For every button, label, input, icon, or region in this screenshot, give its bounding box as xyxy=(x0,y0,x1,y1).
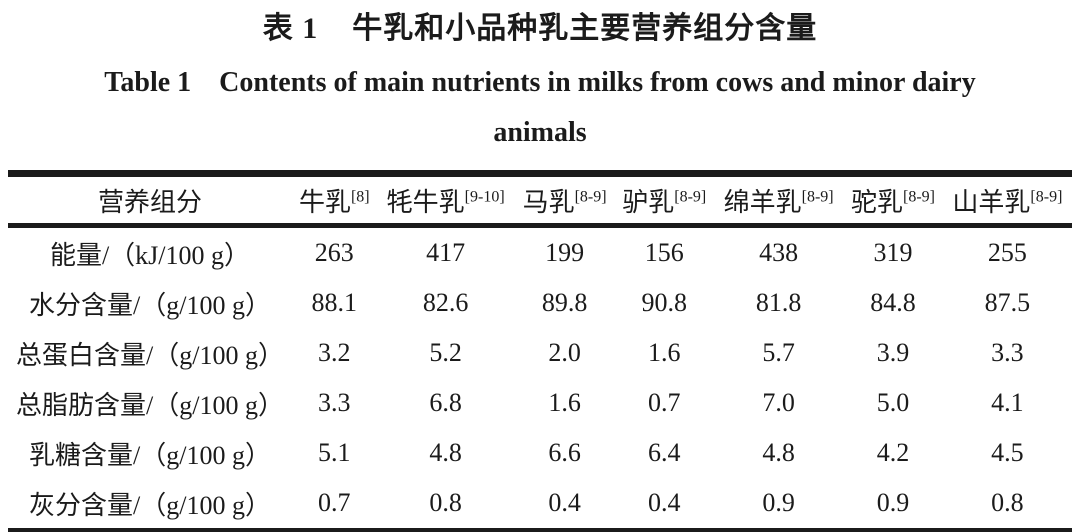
table-cell: 3.3 xyxy=(318,388,351,417)
row-label: 水分含量/（g/100 g） xyxy=(29,290,271,320)
table-cell: 6.8 xyxy=(429,388,462,417)
table-cell: 4.5 xyxy=(991,438,1024,467)
table-row: 乳糖含量/（g/100 g） 5.1 4.8 6.6 6.4 4.8 4.2 4.5 xyxy=(8,428,1072,478)
table-row: 能量/（kJ/100 g） 263 417 199 156 438 319 255 xyxy=(8,226,1072,279)
table-cell: 87.5 xyxy=(984,288,1031,317)
nutrients-table: 营养组分 牛乳[8] 牦牛乳[9-10] 马乳[8-9] 驴乳[8-9] 绵羊乳[8-9]… xyxy=(8,170,1072,532)
table-cell: 3.9 xyxy=(876,338,910,367)
table-cell: 4.2 xyxy=(876,438,910,467)
table-cell: 417 xyxy=(426,238,466,267)
citation-ref: [8-9] xyxy=(801,187,834,205)
table-header: 营养组分 牛乳[8] 牦牛乳[9-10] 马乳[8-9] 驴乳[8-9] 绵羊乳[8-9]… xyxy=(8,173,1072,228)
citation-ref: [8-9] xyxy=(574,187,607,205)
column-header-6: 驼乳[8-9] xyxy=(843,173,943,228)
table-cell: 5.7 xyxy=(762,338,795,367)
row-label: 能量/（kJ/100 g） xyxy=(49,240,251,270)
column-header-label: 驼乳 xyxy=(850,187,903,217)
column-header-4: 驴乳[8-9] xyxy=(614,173,715,228)
row-label: 总脂肪含量/（g/100 g） xyxy=(16,390,284,420)
table-cell: 82.6 xyxy=(422,288,469,317)
table-cell: 255 xyxy=(987,238,1027,267)
table-row: 总脂肪含量/（g/100 g） 3.3 6.8 1.6 0.7 7.0 5.0 4.1 xyxy=(8,378,1072,428)
table-row: 总蛋白含量/（g/100 g） 3.2 5.2 2.0 1.6 5.7 3.9 3.3 xyxy=(8,328,1072,378)
table-cell: 438 xyxy=(759,238,799,267)
table-caption-en-text: Contents of main nutrients in milks from… xyxy=(219,67,976,148)
table-cell: 263 xyxy=(314,238,354,267)
table-cell: 5.2 xyxy=(429,338,462,367)
column-header-label: 驴乳 xyxy=(622,187,675,217)
column-header-nutrient: 营养组分 xyxy=(8,173,292,228)
column-header-label: 马乳 xyxy=(522,187,575,217)
row-label: 乳糖含量/（g/100 g） xyxy=(29,440,271,470)
table-header-row: 营养组分 牛乳[8] 牦牛乳[9-10] 马乳[8-9] 驴乳[8-9] 绵羊乳[8-9]… xyxy=(8,173,1072,228)
column-header-2: 牦牛乳[9-10] xyxy=(376,173,515,228)
table-cell: 5.1 xyxy=(318,438,351,467)
table-cell: 84.8 xyxy=(870,288,916,317)
column-header-5: 绵羊乳[8-9] xyxy=(714,173,844,228)
table-cell: 2.0 xyxy=(548,338,581,367)
table-cell: 0.4 xyxy=(647,488,681,517)
citation-ref: [8-9] xyxy=(674,187,707,205)
citation-ref: [8] xyxy=(350,187,370,205)
column-header-label: 山羊乳 xyxy=(952,187,1031,217)
table-cell: 6.6 xyxy=(548,438,581,467)
table-cell: 0.4 xyxy=(548,488,581,517)
row-label: 灰分含量/（g/100 g） xyxy=(29,490,271,520)
row-label: 总蛋白含量/（g/100 g） xyxy=(16,340,284,370)
table-cell: 0.7 xyxy=(647,388,681,417)
table-cell: 81.8 xyxy=(755,288,802,317)
column-header-label: 绵羊乳 xyxy=(723,187,802,217)
citation-ref: [8-9] xyxy=(903,187,935,205)
table-cell: 88.1 xyxy=(311,288,358,317)
table-cell: 199 xyxy=(545,238,585,267)
table-body: 能量/（kJ/100 g） 263 417 199 156 438 319 255 水分含量/（… xyxy=(8,226,1072,532)
table-cell: 1.6 xyxy=(647,338,681,367)
table-cell: 0.9 xyxy=(762,488,795,517)
table-caption-zh: 表 1 牛乳和小品种乳主要营养组分含量 xyxy=(0,8,1080,50)
table-cell: 90.8 xyxy=(641,288,687,317)
citation-ref: [9-10] xyxy=(464,187,505,205)
table-caption-en-label: Table 1 xyxy=(104,67,192,98)
column-header-7: 山羊乳[8-9] xyxy=(942,173,1072,228)
table-cell: 0.9 xyxy=(876,488,910,517)
table-cell: 7.0 xyxy=(762,388,795,417)
table-caption-en: Table 1 Contents of main nutrients in mil… xyxy=(75,58,1005,158)
citation-ref: [8-9] xyxy=(1030,187,1063,205)
column-header-label: 牛乳 xyxy=(298,187,351,217)
table-cell: 0.7 xyxy=(318,488,351,517)
table-caption-zh-label: 表 1 xyxy=(262,12,319,45)
table-cell: 4.1 xyxy=(991,388,1024,417)
column-header-3: 马乳[8-9] xyxy=(514,173,615,228)
table-cell: 0.8 xyxy=(429,488,462,517)
table-cell: 3.3 xyxy=(991,338,1024,367)
table-cell: 319 xyxy=(873,238,913,267)
table-row: 灰分含量/（g/100 g） 0.7 0.8 0.4 0.4 0.9 0.9 0.8 xyxy=(8,478,1072,532)
table-cell: 89.8 xyxy=(541,288,588,317)
column-header-1: 牛乳[8] xyxy=(292,173,377,228)
table-cell: 5.0 xyxy=(876,388,910,417)
table-cell: 6.4 xyxy=(647,438,681,467)
table-cell: 0.8 xyxy=(991,488,1024,517)
column-header-label: 牦牛乳 xyxy=(386,187,465,217)
table-caption-zh-text: 牛乳和小品种乳主要营养组分含量 xyxy=(352,12,818,45)
table-cell: 4.8 xyxy=(762,438,795,467)
table-row: 水分含量/（g/100 g） 88.1 82.6 89.8 90.8 81.8 84.8 87… xyxy=(8,278,1072,328)
table-cell: 1.6 xyxy=(548,388,581,417)
table-cell: 4.8 xyxy=(429,438,462,467)
table-cell: 3.2 xyxy=(318,338,351,367)
table-cell: 156 xyxy=(644,238,684,267)
